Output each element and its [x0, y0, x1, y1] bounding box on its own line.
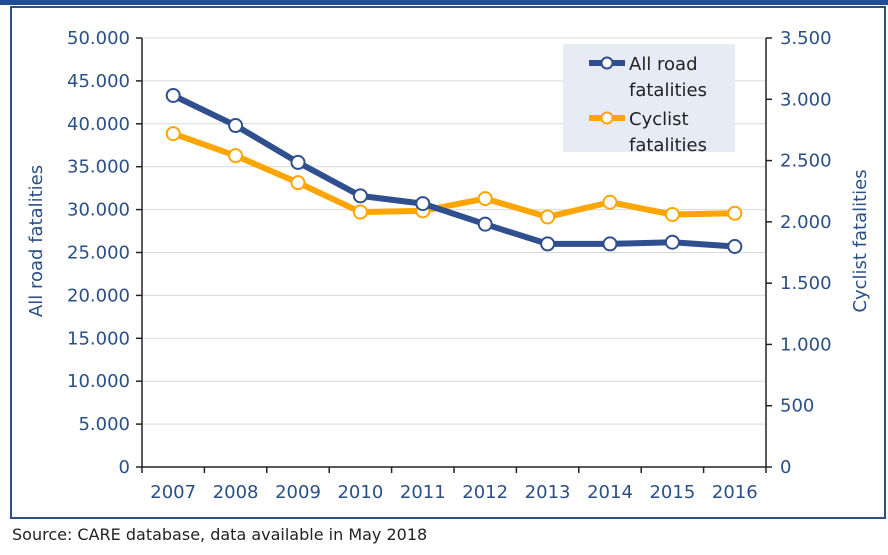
legend-label: Cyclist: [629, 109, 689, 130]
left-tick-label: 0: [119, 457, 130, 478]
data-point: [602, 236, 618, 252]
x-tick-label: 2010: [337, 482, 383, 503]
x-tick-label: 2011: [400, 482, 446, 503]
x-tick-label: 2015: [649, 482, 695, 503]
data-point: [602, 194, 618, 210]
data-point: [664, 207, 680, 223]
x-tick-label: 2007: [150, 482, 196, 503]
right-tick-label: 3.000: [780, 89, 832, 110]
left-tick-label: 15.000: [67, 328, 130, 349]
left-tick-label: 35.000: [67, 157, 130, 178]
legend-swatch-marker: [600, 56, 614, 70]
right-tick-label: 2.000: [780, 212, 832, 233]
series-all-road-fatalities: [165, 87, 743, 254]
legend-swatch-marker: [600, 111, 614, 125]
data-point: [540, 236, 556, 252]
series-cyclist-fatalities: [165, 126, 743, 225]
left-axis-ticks: 0 5.000 10.000 15.000 20.000 25.000 30.000 35.0…: [67, 28, 142, 478]
chart-frame: [10, 6, 886, 519]
data-point: [477, 191, 493, 207]
data-point: [727, 205, 743, 221]
series-line: [170, 92, 738, 250]
data-point: [415, 196, 431, 212]
data-point: [664, 234, 680, 250]
x-tick-label: 2009: [275, 482, 321, 503]
legend-label: All road: [629, 54, 698, 75]
data-point: [540, 209, 556, 225]
data-point: [228, 118, 244, 134]
left-tick-label: 30.000: [67, 200, 130, 221]
left-tick-label: 25.000: [67, 243, 130, 264]
source-note: Source: CARE database, data available in…: [12, 525, 428, 544]
data-point: [228, 148, 244, 164]
series-line: [170, 130, 738, 220]
x-axis-ticks: 2007 2008 2009 2010 2011 2012 2013 2014 2015 2016: [141, 467, 767, 503]
legend: All road fatalities Cyclist fatalities: [563, 44, 735, 156]
right-tick-label: 1.500: [780, 273, 832, 294]
x-tick-label: 2013: [525, 482, 571, 503]
data-point: [290, 154, 306, 170]
data-point: [165, 87, 181, 103]
left-tick-label: 20.000: [67, 285, 130, 306]
left-axis-title: All road fatalities: [26, 165, 47, 317]
data-point: [290, 175, 306, 191]
left-tick-label: 5.000: [78, 414, 130, 435]
series-layer: [165, 87, 743, 254]
line-chart: 0 5.000 10.000 15.000 20.000 25.000 30.000 35.0…: [26, 28, 871, 503]
x-tick-label: 2016: [712, 482, 758, 503]
right-tick-label: 3.500: [780, 28, 832, 49]
left-tick-label: 50.000: [67, 28, 130, 49]
right-tick-label: 500: [780, 396, 814, 417]
left-tick-label: 10.000: [67, 371, 130, 392]
data-point: [165, 126, 181, 142]
right-tick-label: 0: [780, 457, 791, 478]
left-tick-label: 45.000: [67, 71, 130, 92]
right-tick-label: 2.500: [780, 151, 832, 172]
data-point: [352, 188, 368, 204]
x-tick-label: 2008: [213, 482, 259, 503]
right-axis-ticks: 0 500 1.000 1.500 2.000 2.500 3.000 3.500: [766, 28, 832, 478]
right-axis-title: Cyclist fatalities: [850, 169, 871, 312]
legend-label: fatalities: [629, 80, 707, 101]
x-tick-label: 2012: [462, 482, 508, 503]
left-tick-label: 40.000: [67, 114, 130, 135]
top-strip: [0, 0, 888, 5]
data-point: [352, 204, 368, 220]
legend-label: fatalities: [629, 135, 707, 156]
data-point: [727, 238, 743, 254]
right-tick-label: 1.000: [780, 334, 832, 355]
data-point: [477, 216, 493, 232]
x-tick-label: 2014: [587, 482, 633, 503]
